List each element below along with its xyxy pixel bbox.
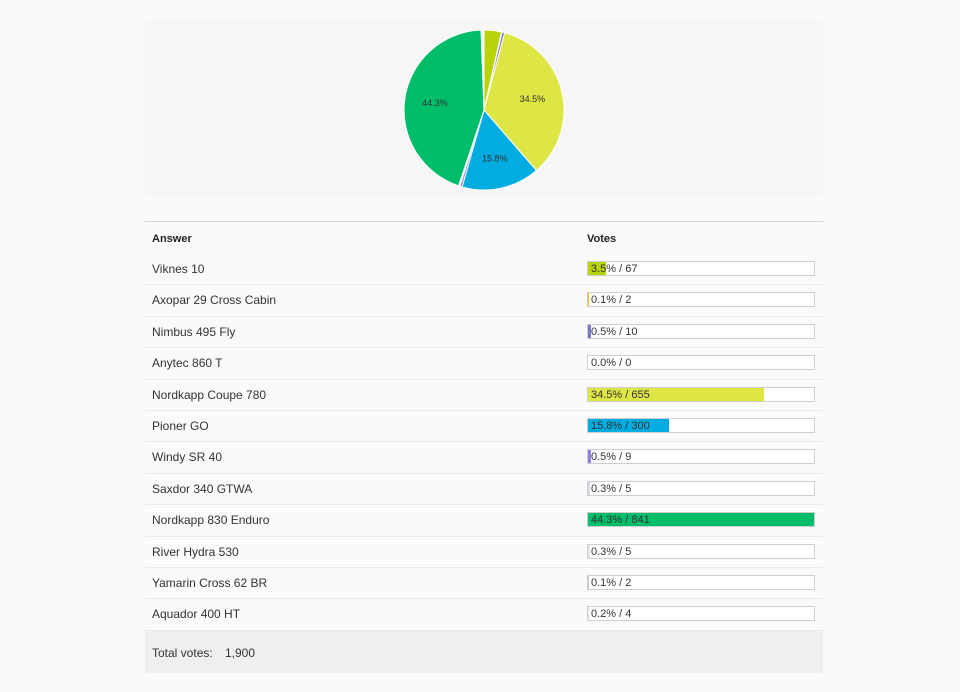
votes-cell: 34.5% / 655 (587, 386, 815, 402)
answer-label: Windy SR 40 (152, 450, 223, 465)
answer-label: Yamarin Cross 62 BR (152, 575, 268, 590)
table-row: Yamarin Cross 62 BR 0.1% / 2 (145, 568, 823, 600)
vote-bar-fill (588, 387, 764, 401)
pie-slice-4 (483, 32, 565, 172)
votes-cell: 15.8% / 300 (587, 417, 815, 433)
pie-slice-11 (482, 29, 485, 111)
vote-bar-fill (588, 575, 589, 589)
vote-bar-fill (588, 262, 606, 275)
table-row: Anytec 860 T 0.0% / 0 (145, 348, 823, 380)
votes-cell: 0.3% / 5 (587, 480, 815, 496)
table-row: Pioner GO 15.8% / 300 (145, 411, 823, 443)
vote-bar: 0.2% / 4 (587, 606, 815, 622)
answer-label: Pioner GO (152, 418, 209, 433)
table-row: Saxdor 340 GTWA 0.3% / 5 (145, 474, 823, 506)
table-row: Nimbus 495 Fly 0.5% / 10 (145, 317, 823, 349)
answer-label: Nimbus 495 Fly (152, 324, 236, 339)
votes-cell: 0.1% / 2 (587, 574, 815, 590)
vote-bar-text: 0.0% / 0 (591, 357, 632, 370)
vote-bar-text: 0.2% / 4 (591, 608, 632, 621)
vote-bar-fill (588, 544, 590, 558)
vote-bar: 15.8% / 300 (587, 417, 815, 433)
vote-bar-text: 34.5% / 655 (591, 388, 650, 401)
table-row: River Hydra 530 0.3% / 5 (145, 537, 823, 568)
answer-label: Saxdor 340 GTWA (152, 481, 253, 496)
answer-label: Anytec 860 T (152, 356, 223, 371)
votes-cell: 0.5% / 10 (587, 323, 815, 339)
vote-bar-fill (588, 481, 590, 495)
vote-bar-fill (588, 607, 590, 621)
table-header: Answer Votes (145, 222, 823, 254)
vote-bar-fill (588, 513, 814, 527)
answer-label: River Hydra 530 (152, 544, 239, 559)
vote-bar: 0.3% / 5 (587, 480, 815, 496)
pie-slice-label: 15.8% (482, 153, 508, 163)
vote-bar-text: 44.3% / 841 (591, 514, 650, 527)
vote-bar-fill (588, 450, 591, 464)
vote-bar: 3.5% / 67 (587, 261, 815, 276)
vote-bar: 0.1% / 2 (587, 574, 815, 590)
answer-label: Aquador 400 HT (152, 607, 241, 622)
pie-slice-label: 44.3% (422, 98, 448, 108)
vote-bar: 0.1% / 2 (587, 292, 815, 308)
answer-column-header: Answer (152, 233, 192, 245)
results-pie-chart: 34.5% 15.8% 44.3% (145, 19, 823, 197)
table-row: Windy SR 40 0.5% / 9 (145, 442, 823, 474)
table-row: Nordkapp 830 Enduro 44.3% / 841 (145, 505, 823, 537)
pie-slice-5 (461, 108, 538, 191)
votes-cell: 0.0% / 0 (587, 355, 815, 371)
pie-slice-8 (403, 29, 485, 187)
table-row: Nordkapp Coupe 780 34.5% / 655 (145, 380, 823, 411)
vote-bar: 0.0% / 0 (587, 355, 815, 371)
answer-label: Viknes 10 (152, 262, 205, 276)
votes-cell: 0.1% / 2 (587, 292, 815, 308)
vote-bar: 0.5% / 9 (587, 449, 815, 465)
vote-bar-text: 0.1% / 2 (591, 294, 632, 307)
vote-bar-text: 15.8% / 300 (591, 419, 650, 432)
vote-bar-text: 0.5% / 10 (591, 325, 638, 338)
votes-cell: 0.2% / 4 (587, 606, 815, 622)
table-row: Aquador 400 HT 0.2% / 4 (145, 599, 823, 631)
vote-bar: 44.3% / 841 (587, 512, 815, 528)
vote-bar: 34.5% / 655 (587, 386, 815, 402)
votes-cell: 44.3% / 841 (587, 512, 815, 528)
results-table: Answer Votes Viknes 10 3.5% / 67 Axopar 29… (145, 221, 823, 673)
votes-cell: 3.5% / 67 (587, 261, 815, 276)
answer-label: Nordkapp Coupe 780 (152, 387, 267, 402)
vote-bar-text: 0.3% / 5 (591, 545, 632, 558)
vote-bar: 0.3% / 5 (587, 543, 815, 559)
votes-column-header: Votes (587, 233, 617, 245)
votes-cell: 0.3% / 5 (587, 543, 815, 559)
vote-bar-fill (588, 293, 589, 307)
total-votes-value: 1,900 (225, 645, 256, 660)
pie-slice-label: 34.5% (520, 94, 546, 104)
vote-bar-fill (588, 324, 591, 338)
vote-bar-fill (588, 418, 669, 432)
table-row: Axopar 29 Cross Cabin 0.1% / 2 (145, 285, 823, 317)
answer-label: Axopar 29 Cross Cabin (152, 293, 277, 308)
total-votes-label: Total votes: (152, 645, 213, 660)
total-votes-row: Total votes: 1,900 (145, 630, 823, 673)
pie-chart-svg: 34.5% 15.8% 44.3% (403, 29, 565, 191)
table-row: Viknes 10 3.5% / 67 (145, 254, 823, 286)
vote-bar-text: 0.3% / 5 (591, 482, 632, 495)
vote-bar: 0.5% / 10 (587, 323, 815, 339)
vote-bar-text: 3.5% / 67 (591, 263, 638, 275)
vote-bar-text: 0.1% / 2 (591, 576, 632, 589)
vote-bar-text: 0.5% / 9 (591, 451, 632, 464)
answer-label: Nordkapp 830 Enduro (152, 513, 270, 528)
votes-cell: 0.5% / 9 (587, 449, 815, 465)
